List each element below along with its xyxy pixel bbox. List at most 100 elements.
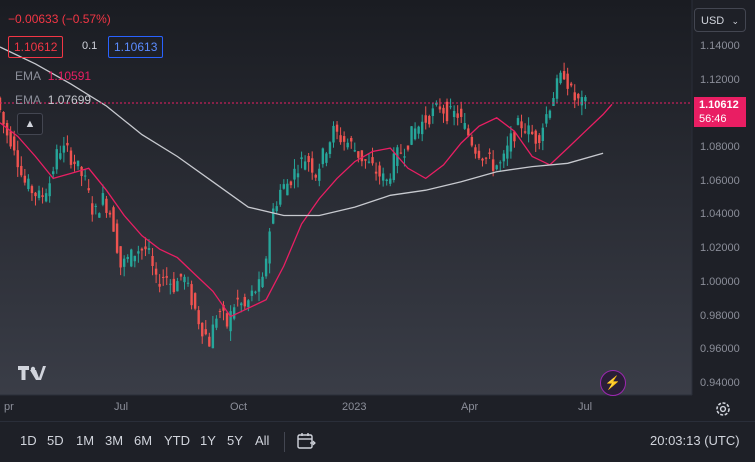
candle-body <box>119 246 122 268</box>
candle-body <box>193 293 197 309</box>
range-button-5y[interactable]: 5Y <box>227 433 243 448</box>
ema-label: EMA <box>15 93 41 107</box>
candle-body <box>318 168 321 181</box>
range-button-6m[interactable]: 6M <box>134 433 153 448</box>
clock-display[interactable]: 20:03:13 (UTC) <box>650 433 740 448</box>
candle-body <box>268 231 271 264</box>
candle-body <box>62 145 66 153</box>
candle-body <box>275 206 278 212</box>
candle-body <box>346 142 349 148</box>
candle-body <box>204 329 207 335</box>
candle-body <box>115 223 119 253</box>
candle-body <box>523 131 527 133</box>
chevron-up-icon: ▲ <box>24 118 36 130</box>
candle-body <box>413 128 417 140</box>
buy-price-button[interactable]: 1.10613 <box>108 36 164 58</box>
candle-body <box>122 258 126 267</box>
gear-icon[interactable] <box>714 400 732 418</box>
price-tick-label: 1.00000 <box>700 276 740 288</box>
candle-body <box>229 311 232 332</box>
candle-body <box>513 131 516 142</box>
candle-body <box>247 300 250 308</box>
candle-body <box>552 98 555 107</box>
candle-body <box>495 165 498 170</box>
candle-body <box>342 136 346 142</box>
candle-body <box>584 97 587 102</box>
candle-body <box>488 152 491 154</box>
candle-body <box>126 256 129 260</box>
candle-body <box>279 189 282 205</box>
calendar-icon[interactable] <box>296 431 316 451</box>
candle-body <box>23 175 27 183</box>
collapse-legend-button[interactable]: ▲ <box>17 113 43 135</box>
candle-body <box>133 255 137 262</box>
candle-body <box>541 127 545 142</box>
price-chart[interactable] <box>0 0 755 421</box>
candle-body <box>417 126 420 134</box>
ema-legend-1[interactable]: EMA 1.10591 <box>15 69 91 83</box>
range-button-1y[interactable]: 1Y <box>200 433 216 448</box>
candle-body <box>470 136 474 146</box>
candle-body <box>225 313 229 327</box>
ema-line-2 <box>0 46 604 217</box>
candle-body <box>271 208 275 224</box>
candle-body <box>264 258 268 277</box>
candle-body <box>474 147 477 154</box>
price-tick-label: 1.06000 <box>700 175 740 187</box>
candle-body <box>509 133 513 152</box>
candle-body <box>250 290 254 296</box>
candle-body <box>449 106 452 108</box>
candle-body <box>98 213 101 218</box>
price-tick-label: 0.96000 <box>700 343 740 355</box>
candle-body <box>236 297 239 300</box>
range-button-1m[interactable]: 1M <box>76 433 95 448</box>
candle-body <box>328 142 332 154</box>
candle-body <box>5 123 9 136</box>
candle-body <box>548 110 552 118</box>
currency-select[interactable]: USD ⌄ <box>694 8 746 32</box>
candle-body <box>456 113 459 118</box>
candle-body <box>303 161 307 170</box>
candle-body <box>147 248 151 250</box>
candle-body <box>30 186 34 194</box>
range-button-3m[interactable]: 3M <box>105 433 124 448</box>
candle-body <box>410 126 413 145</box>
ema-value: 1.07699 <box>47 93 92 107</box>
candle-body <box>154 268 158 275</box>
candle-body <box>580 97 584 106</box>
candle-body <box>257 279 261 292</box>
ema-label: EMA <box>15 69 41 83</box>
range-button-1d[interactable]: 1D <box>20 433 37 448</box>
candle-body <box>169 283 172 285</box>
candle-body <box>371 157 374 164</box>
range-button-ytd[interactable]: YTD <box>164 433 190 448</box>
candle-body <box>559 72 562 84</box>
time-tick-label: Oct <box>230 401 248 413</box>
candle-body <box>293 168 296 180</box>
ema-legend-2[interactable]: EMA 1.07699 <box>15 93 91 107</box>
range-button-5d[interactable]: 5D <box>47 433 64 448</box>
candle-body <box>350 137 353 142</box>
time-tick-label: 2023 <box>342 401 367 413</box>
candle-body <box>162 276 165 278</box>
candle-body <box>232 307 236 319</box>
candle-body <box>325 153 328 163</box>
range-button-all[interactable]: All <box>255 433 270 448</box>
bar-countdown: 56:46 <box>699 113 727 125</box>
tradingview-logo[interactable] <box>16 364 46 387</box>
candle-body <box>0 97 2 111</box>
candle-body <box>94 205 97 207</box>
candle-body <box>27 178 30 190</box>
candle-body <box>424 115 427 123</box>
candle-body <box>339 135 342 143</box>
candle-body <box>137 251 140 254</box>
sell-price-button[interactable]: 1.10612 <box>8 36 64 58</box>
lightning-icon[interactable]: ⚡ <box>600 370 626 396</box>
candle-body <box>83 175 87 177</box>
candle-body <box>12 136 16 151</box>
candle-body <box>389 178 392 184</box>
candle-body <box>222 305 225 311</box>
candle-body <box>364 159 367 161</box>
ema-lines <box>0 46 613 318</box>
